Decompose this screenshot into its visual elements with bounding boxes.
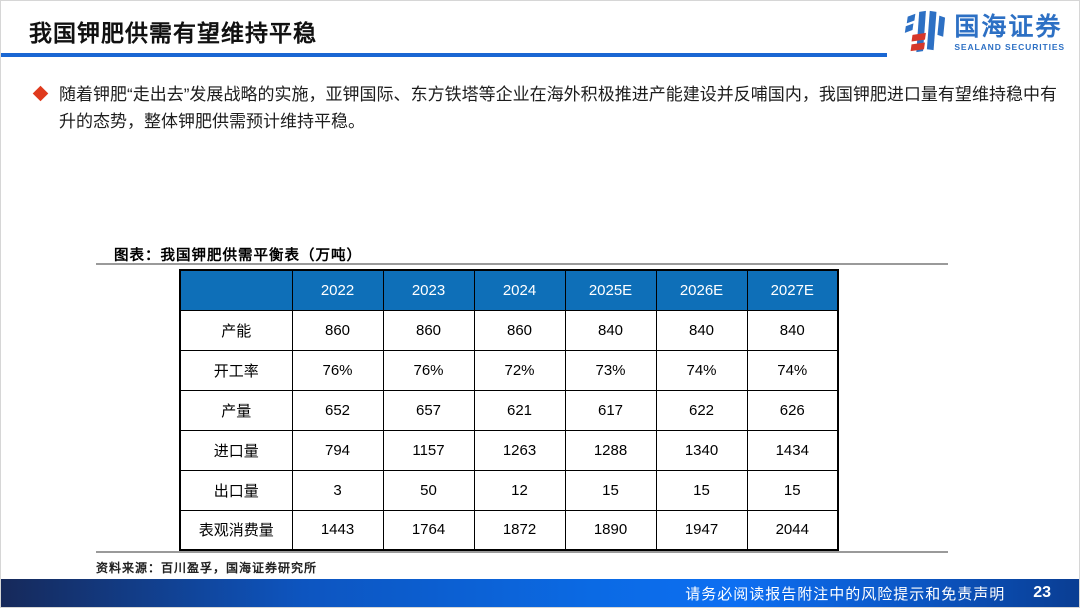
table-cell: 2044 [746,509,839,551]
table-cell: 626 [746,389,839,431]
table-cell: 73% [564,349,657,391]
table-cell: 1263 [473,429,566,471]
table-cell: 15 [746,469,839,511]
table-cell: 12 [473,469,566,511]
table-cell: 657 [382,389,475,431]
table-cell: 1443 [291,509,384,551]
table-cell: 840 [564,309,657,351]
table-year-header: 2024 [473,269,566,311]
table-cell: 15 [655,469,748,511]
table-cell: 15 [564,469,657,511]
table-cell: 1764 [382,509,475,551]
row-label: 产量 [179,389,293,431]
figure-top-rule [96,263,948,265]
bullet-paragraph: 随着钾肥“走出去”发展战略的实施，亚钾国际、东方铁塔等企业在海外积极推进产能建设… [59,85,1057,131]
title-underline [1,53,887,57]
table-cell: 50 [382,469,475,511]
table-row: 进口量 794 1157 1263 1288 1340 1434 [179,429,839,471]
page-title: 我国钾肥供需有望维持平稳 [29,20,317,46]
table-cell: 74% [655,349,748,391]
figure-source: 资料来源：百川盈孚，国海证券研究所 [96,561,318,575]
table-header-row: 2022 2023 2024 2025E 2026E 2027E [179,269,839,311]
table-cell: 72% [473,349,566,391]
table-year-header: 2025E [564,269,657,311]
logo-wordmark: 国海证券 SEALAND SECURITIES [954,15,1065,52]
table-cell: 860 [291,309,384,351]
table-cell: 860 [382,309,475,351]
table-year-header: 2022 [291,269,384,311]
table-cell: 76% [382,349,475,391]
table-cell: 622 [655,389,748,431]
logo-en-text: SEALAND SECURITIES [954,42,1065,53]
table-year-header: 2023 [382,269,475,311]
supply-demand-table: 2022 2023 2024 2025E 2026E 2027E 产能 860 860 860 8… [179,269,839,551]
bullet-diamond-icon [32,85,49,102]
table-row: 2022 2023 2024 2025E 2026E 2027E [179,269,839,311]
table-body: 产能 860 860 860 840 840 840 开工率 76% 76% 72% 73% 74% 74… [179,309,839,551]
row-label: 表观消费量 [179,509,293,551]
table-cell: 840 [655,309,748,351]
table-cell: 617 [564,389,657,431]
company-logo: 国海证券 SEALAND SECURITIES [901,8,1065,59]
table-cell: 74% [746,349,839,391]
table-row: 表观消费量 1443 1764 1872 1890 1947 2044 [179,509,839,551]
table-cell: 1288 [564,429,657,471]
footer-bar: 请务必阅读报告附注中的风险提示和免责声明 23 [1,579,1079,607]
row-label: 进口量 [179,429,293,471]
table-year-header: 2027E [746,269,839,311]
table-cell: 652 [291,389,384,431]
table-row: 出口量 3 50 12 15 15 15 [179,469,839,511]
figure-caption: 图表：我国钾肥供需平衡表（万吨） [114,248,362,264]
table-cell: 1434 [746,429,839,471]
table-cell: 76% [291,349,384,391]
table-cell: 1890 [564,509,657,551]
row-label: 产能 [179,309,293,351]
table-row: 开工率 76% 76% 72% 73% 74% 74% [179,349,839,391]
table-year-header: 2026E [655,269,748,311]
sealand-logo-icon [901,8,947,59]
table-corner-cell [179,269,293,311]
figure-bottom-rule [96,551,948,553]
row-label: 开工率 [179,349,293,391]
table-cell: 3 [291,469,384,511]
footer-disclaimer: 请务必阅读报告附注中的风险提示和免责声明 [685,585,1006,603]
table-cell: 860 [473,309,566,351]
row-label: 出口量 [179,469,293,511]
table-cell: 794 [291,429,384,471]
table-cell: 1157 [382,429,475,471]
table-cell: 1872 [473,509,566,551]
table-cell: 1947 [655,509,748,551]
table-cell: 621 [473,389,566,431]
table-cell: 1340 [655,429,748,471]
table-cell: 840 [746,309,839,351]
page-number: 23 [1033,584,1051,601]
table-row: 产能 860 860 860 840 840 840 [179,309,839,351]
logo-cn-text: 国海证券 [954,13,1063,42]
table-row: 产量 652 657 621 617 622 626 [179,389,839,431]
